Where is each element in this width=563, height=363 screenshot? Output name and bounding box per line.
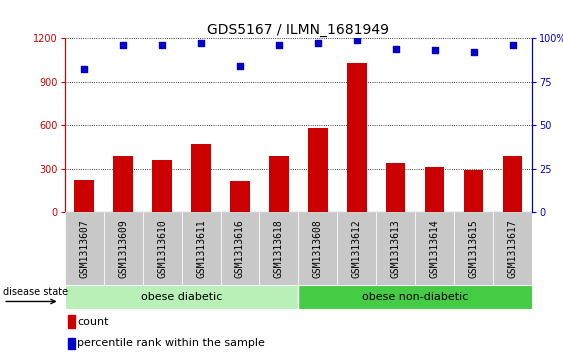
Text: GSM1313616: GSM1313616 [235,219,245,278]
Text: GSM1313607: GSM1313607 [79,219,89,278]
Text: GSM1313609: GSM1313609 [118,219,128,278]
Bar [298,212,337,285]
Point [469,49,478,55]
Bar [269,156,289,212]
Bar [191,144,211,212]
Bar [68,338,74,348]
Bar [308,128,328,212]
Bar [415,212,454,285]
Text: GSM1313614: GSM1313614 [430,219,440,278]
Text: percentile rank within the sample: percentile rank within the sample [77,338,265,348]
Text: GSM1313613: GSM1313613 [391,219,401,278]
Bar [493,212,532,285]
Bar [464,170,484,212]
Point [196,40,205,46]
Point [430,48,439,53]
Bar [68,315,74,329]
Title: GDS5167 / ILMN_1681949: GDS5167 / ILMN_1681949 [207,23,390,37]
Bar [230,181,250,212]
Bar [104,212,142,285]
Bar [65,285,298,309]
Bar [142,212,181,285]
Bar [386,163,405,212]
Point [80,66,89,72]
Point [158,42,167,48]
Bar [454,212,493,285]
Bar [153,160,172,212]
Bar [376,212,415,285]
Text: obese diabetic: obese diabetic [141,292,222,302]
Text: GSM1313611: GSM1313611 [196,219,206,278]
Text: GSM1313615: GSM1313615 [468,219,479,278]
Text: GSM1313612: GSM1313612 [352,219,362,278]
Text: GSM1313618: GSM1313618 [274,219,284,278]
Point [274,42,283,48]
Text: GSM1313617: GSM1313617 [508,219,517,278]
Bar [181,212,221,285]
Bar [337,212,376,285]
Text: GSM1313610: GSM1313610 [157,219,167,278]
Bar [113,156,133,212]
Point [508,42,517,48]
Text: count: count [77,317,109,327]
Bar [425,167,444,212]
Bar [74,180,94,212]
Text: obese non-diabetic: obese non-diabetic [362,292,468,302]
Bar [503,156,522,212]
Point [391,46,400,52]
Point [314,40,323,46]
Bar [347,63,367,212]
Text: disease state: disease state [3,287,68,297]
Bar [298,285,532,309]
Point [352,37,361,43]
Text: GSM1313608: GSM1313608 [313,219,323,278]
Point [235,63,244,69]
Point [119,42,128,48]
Bar [65,212,104,285]
Bar [221,212,260,285]
Bar [260,212,298,285]
